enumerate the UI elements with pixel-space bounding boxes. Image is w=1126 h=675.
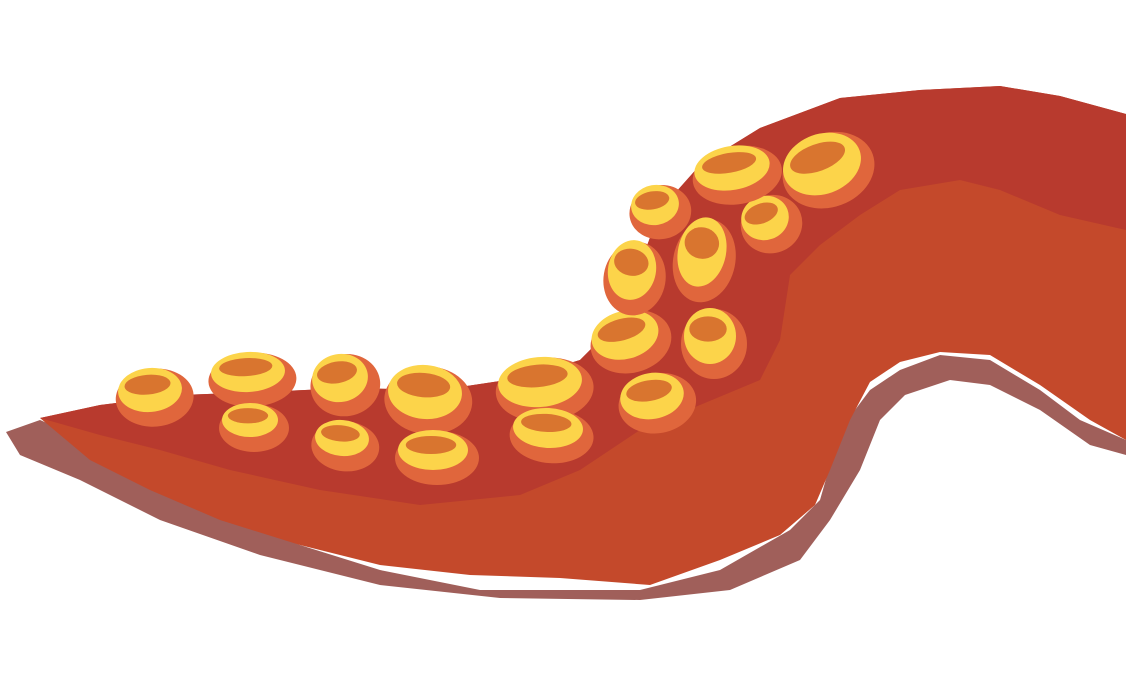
suction-cup-center bbox=[744, 202, 778, 225]
suction-cup-group bbox=[115, 131, 875, 485]
suction-cup-center bbox=[521, 413, 572, 432]
suction-cup-center bbox=[124, 374, 171, 395]
suction-cup bbox=[219, 403, 289, 452]
suction-cup-center bbox=[219, 358, 273, 377]
suction-cup bbox=[395, 430, 479, 485]
suction-cup bbox=[692, 145, 782, 205]
suction-cup bbox=[629, 184, 692, 240]
suction-cup bbox=[740, 194, 803, 254]
suction-cup-center bbox=[405, 436, 457, 454]
suction-cup bbox=[603, 240, 666, 316]
suction-cup-center bbox=[626, 379, 672, 402]
suction-cup bbox=[384, 364, 473, 435]
suction-cup bbox=[310, 353, 381, 417]
suction-cup bbox=[590, 309, 672, 374]
suction-cup-center bbox=[507, 364, 568, 388]
suction-cup bbox=[672, 217, 736, 303]
suction-cup-center bbox=[317, 361, 357, 384]
suction-cup-center bbox=[702, 152, 757, 174]
suction-cup bbox=[681, 308, 747, 379]
suction-cup bbox=[115, 367, 194, 427]
suction-cup bbox=[618, 372, 697, 434]
suction-cup bbox=[509, 407, 594, 464]
suction-cup bbox=[208, 351, 297, 407]
suction-cup bbox=[311, 419, 380, 472]
suction-cup-center bbox=[597, 317, 646, 342]
suction-cup bbox=[782, 131, 875, 209]
suction-cup-center bbox=[689, 316, 727, 342]
suction-cup bbox=[495, 356, 594, 422]
suction-cup-center bbox=[397, 372, 451, 398]
suction-cup-center bbox=[684, 227, 720, 259]
suction-cup-center bbox=[790, 141, 846, 174]
suction-cup-center bbox=[321, 425, 360, 442]
suction-cup-center bbox=[614, 248, 649, 276]
tentacle-shadow bbox=[6, 355, 1126, 600]
suction-cup-center bbox=[635, 191, 670, 210]
suction-cup-center bbox=[227, 408, 269, 424]
